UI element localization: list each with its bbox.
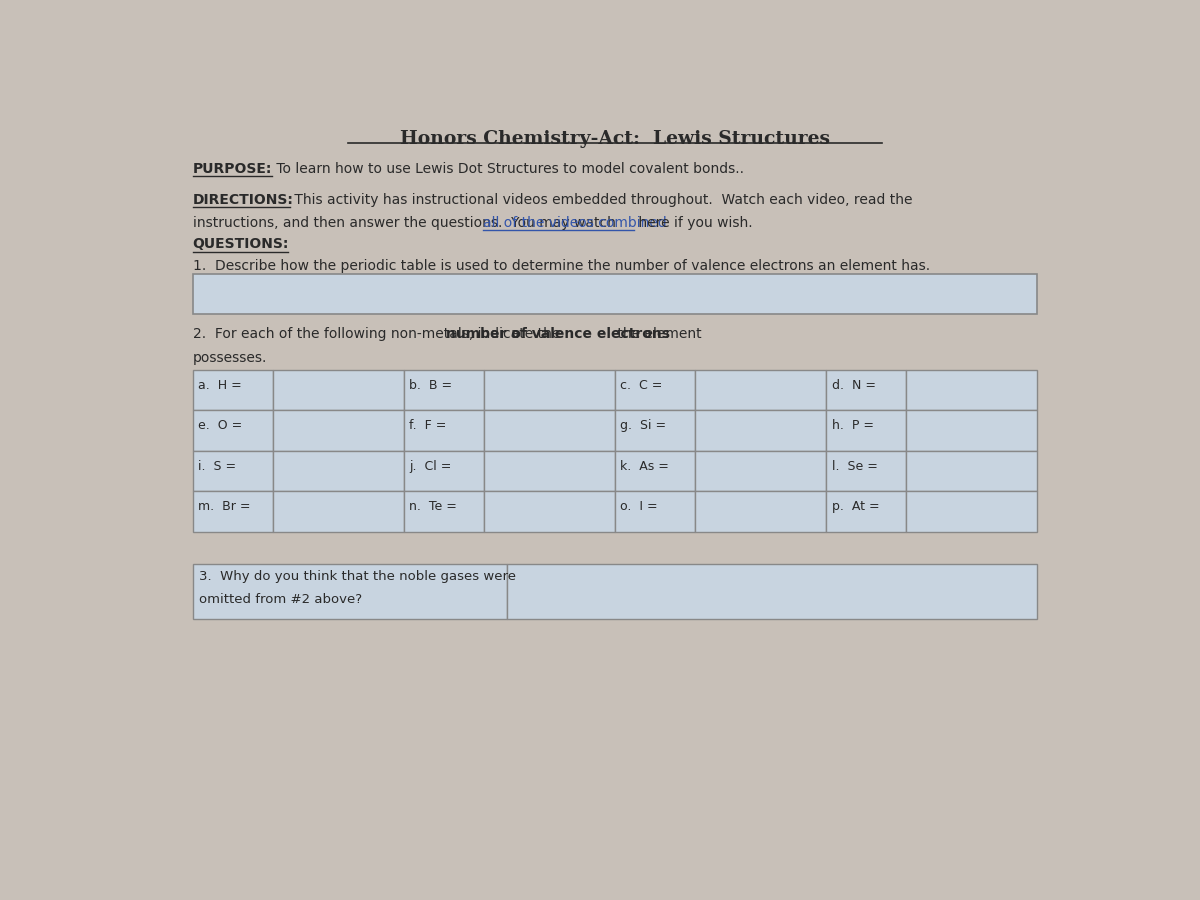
Bar (404, 451, 484, 491)
Bar (193, 410, 272, 451)
Bar (193, 451, 272, 491)
Text: m.  Br =: m. Br = (198, 500, 251, 513)
Text: f.  F =: f. F = (409, 419, 446, 432)
Bar (484, 451, 616, 491)
Bar (484, 370, 616, 410)
Bar (695, 491, 826, 532)
Bar (826, 491, 906, 532)
Text: i.  S =: i. S = (198, 460, 236, 473)
Text: g.  Si =: g. Si = (620, 419, 666, 432)
Text: l.  Se =: l. Se = (832, 460, 877, 473)
Bar (616, 410, 695, 451)
Bar (695, 451, 826, 491)
Bar (193, 274, 1037, 314)
Text: 1.  Describe how the periodic table is used to determine the number of valence e: 1. Describe how the periodic table is us… (193, 259, 930, 273)
Bar (616, 451, 695, 491)
Text: DIRECTIONS:: DIRECTIONS: (193, 193, 294, 207)
Bar (484, 491, 616, 532)
Text: n.  Te =: n. Te = (409, 500, 457, 513)
Text: d.  N =: d. N = (832, 379, 876, 392)
Text: all of the videos combined: all of the videos combined (484, 216, 667, 230)
Text: Honors Chemistry-Act:  Lewis Structures: Honors Chemistry-Act: Lewis Structures (400, 130, 830, 148)
Bar (272, 410, 404, 451)
Bar (272, 491, 404, 532)
Text: the element: the element (613, 328, 702, 341)
Text: To learn how to use Lewis Dot Structures to model covalent bonds..: To learn how to use Lewis Dot Structures… (272, 162, 744, 176)
Text: 3.  Why do you think that the noble gases were: 3. Why do you think that the noble gases… (199, 570, 516, 583)
Bar (272, 370, 404, 410)
Text: PURPOSE:: PURPOSE: (193, 162, 272, 176)
Text: possesses.: possesses. (193, 350, 266, 365)
Bar (906, 491, 1037, 532)
Text: h.  P =: h. P = (832, 419, 874, 432)
Text: This activity has instructional videos embedded throughout.  Watch each video, r: This activity has instructional videos e… (289, 193, 912, 207)
Bar (506, 563, 1037, 619)
Text: number of valence electrons: number of valence electrons (446, 328, 670, 341)
Text: a.  H =: a. H = (198, 379, 242, 392)
Text: here if you wish.: here if you wish. (635, 216, 754, 230)
Bar (193, 370, 272, 410)
Text: o.  I =: o. I = (620, 500, 658, 513)
Text: instructions, and then answer the questions.  You may watch: instructions, and then answer the questi… (193, 216, 620, 230)
Text: 2.  For each of the following non-metals, indicate the: 2. For each of the following non-metals,… (193, 328, 564, 341)
Bar (826, 451, 906, 491)
Text: e.  O =: e. O = (198, 419, 242, 432)
Bar (695, 410, 826, 451)
Text: omitted from #2 above?: omitted from #2 above? (199, 593, 362, 606)
Bar (906, 451, 1037, 491)
Bar (484, 410, 616, 451)
Bar (193, 563, 506, 619)
Bar (404, 410, 484, 451)
Bar (906, 370, 1037, 410)
Bar (695, 370, 826, 410)
Text: k.  As =: k. As = (620, 460, 670, 473)
Text: c.  C =: c. C = (620, 379, 662, 392)
Text: j.  Cl =: j. Cl = (409, 460, 451, 473)
Text: p.  At =: p. At = (832, 500, 880, 513)
Bar (272, 451, 404, 491)
Bar (616, 491, 695, 532)
Bar (616, 370, 695, 410)
Bar (826, 410, 906, 451)
Bar (906, 410, 1037, 451)
Text: b.  B =: b. B = (409, 379, 452, 392)
Bar (826, 370, 906, 410)
Bar (404, 370, 484, 410)
Bar (404, 491, 484, 532)
Text: QUESTIONS:: QUESTIONS: (193, 238, 289, 251)
Bar (193, 491, 272, 532)
